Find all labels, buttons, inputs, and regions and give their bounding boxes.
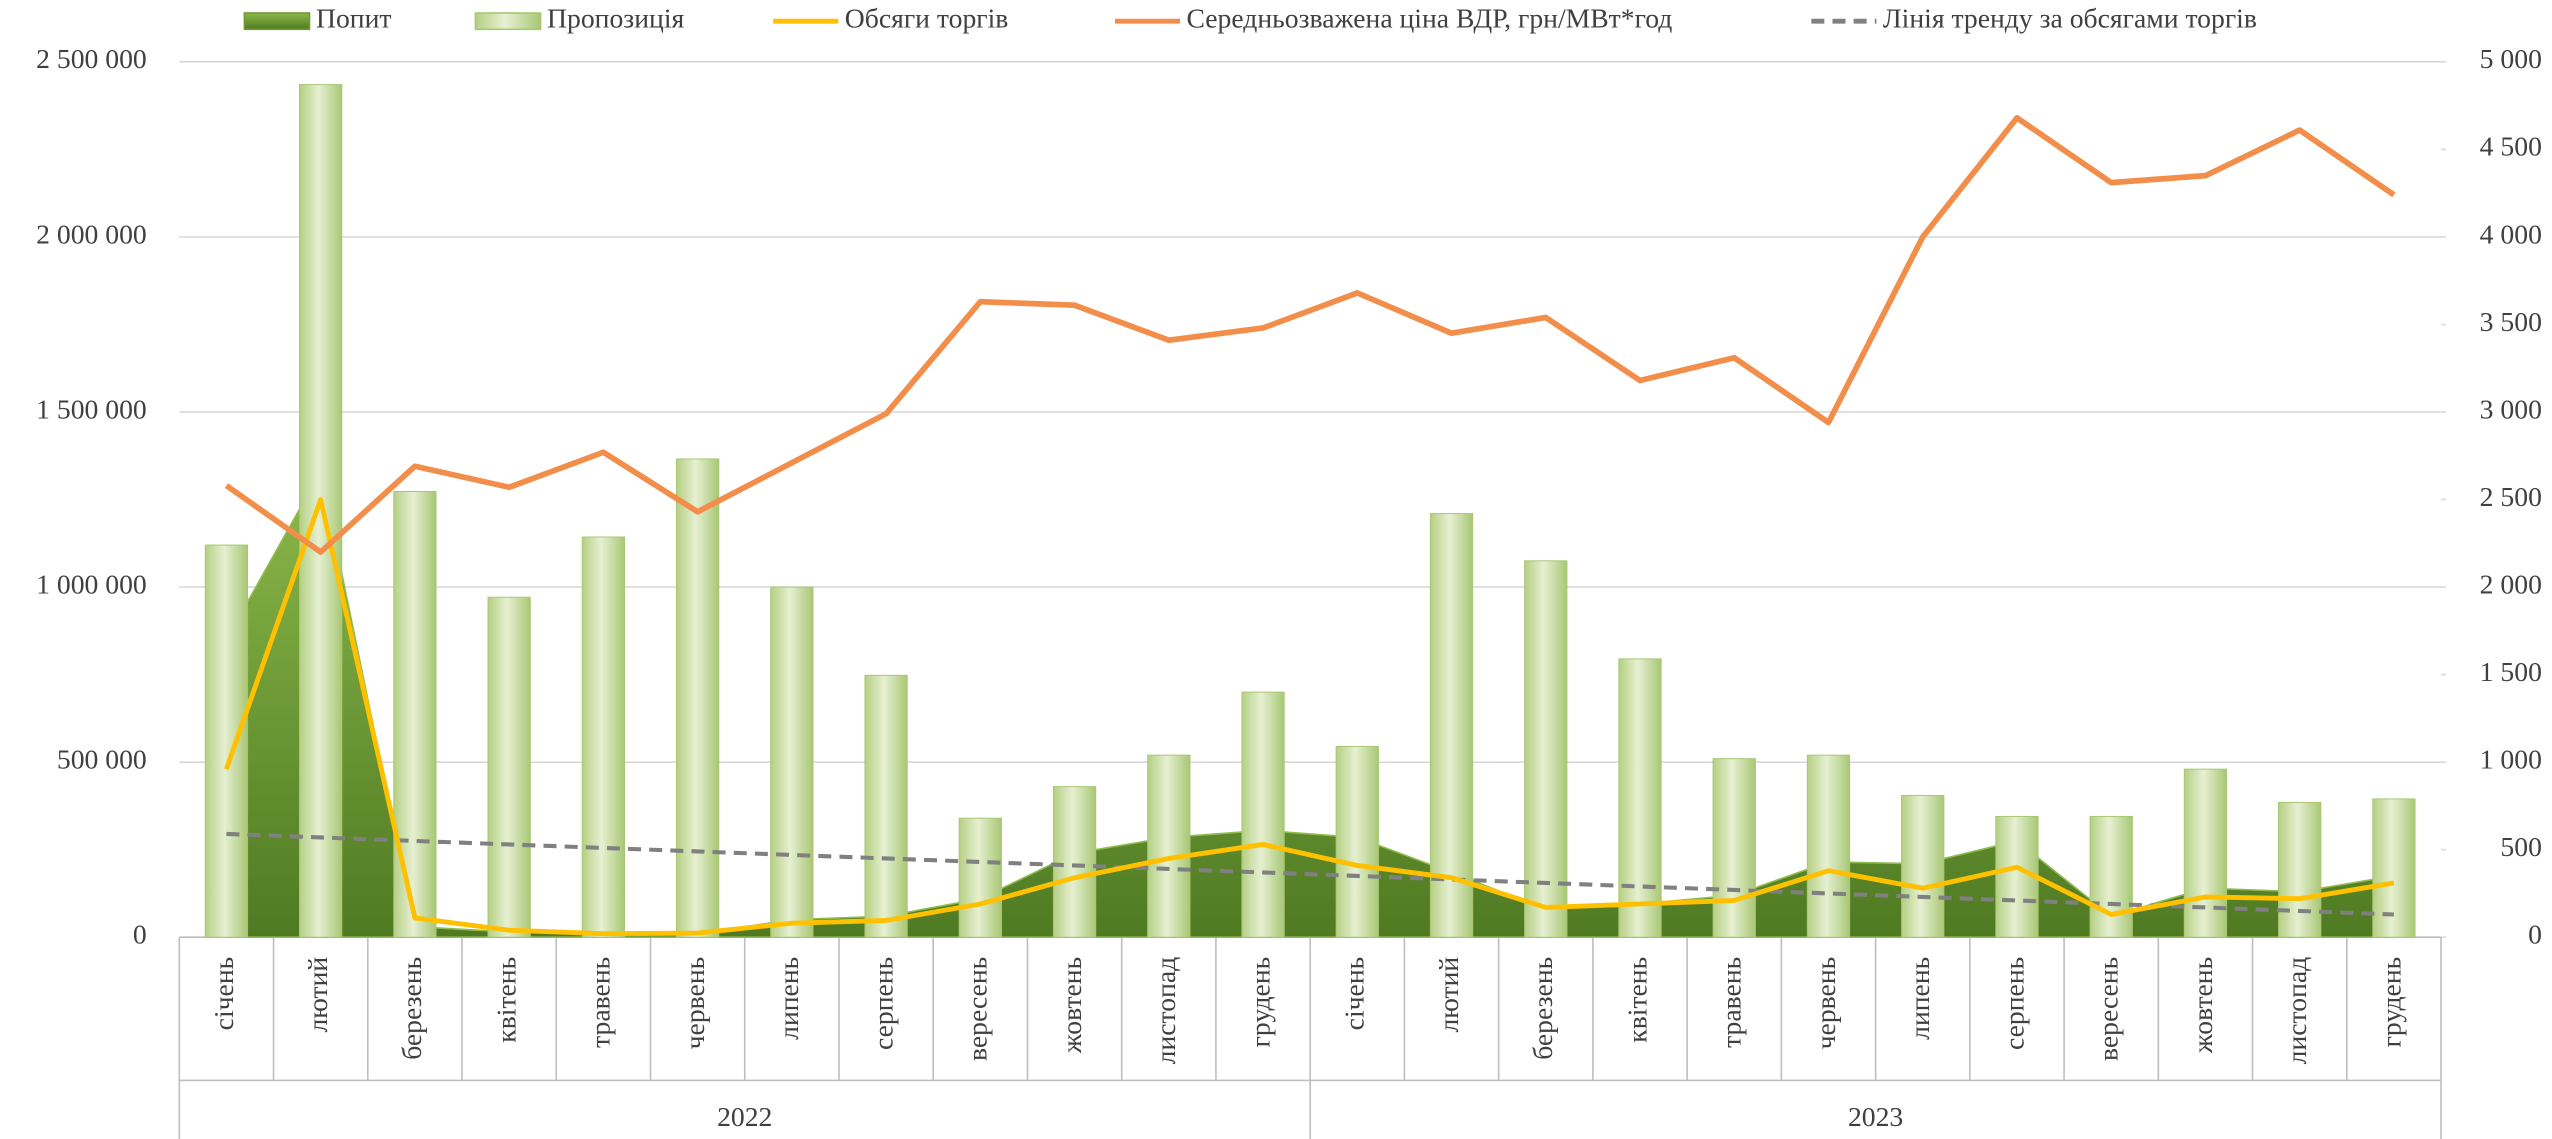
offer-bar (1806, 754, 1851, 938)
offer-bar (864, 674, 908, 938)
y2-tick-label: 1 000 (2480, 743, 2542, 774)
legend-label: Лінія тренду за обсягами торгів (1883, 2, 2257, 33)
y-tick-label: 2 500 000 (36, 43, 147, 74)
offer-bar (299, 84, 343, 938)
offer-bar (393, 490, 437, 938)
x-tick-label: лютий (302, 957, 333, 1033)
offer-bar (1524, 560, 1568, 938)
x-tick-label: квітень (490, 957, 521, 1043)
offer-bar (770, 586, 814, 938)
offer-bar (1429, 513, 1474, 938)
x-tick-label: липень (773, 957, 804, 1040)
y2-tick-label: 3 000 (2480, 393, 2542, 424)
offer-bar (1712, 758, 1756, 938)
x-tick-label: серпень (1998, 957, 2029, 1050)
offer-bar (2089, 815, 2133, 938)
offer-bar (2183, 768, 2228, 938)
offer-bar (1052, 786, 1097, 938)
y-tick-label: 0 (133, 919, 147, 950)
x-tick-label: березень (396, 957, 427, 1060)
y2-tick-label: 500 (2500, 831, 2541, 862)
legend-label: Обсяги торгів (845, 2, 1009, 33)
trend-line (226, 831, 2394, 917)
legend-label: Попит (316, 2, 392, 33)
x-tick-label: січень (208, 957, 239, 1031)
x-tick-label: листопад (2281, 957, 2312, 1065)
legend-label: Пропозиція (547, 2, 684, 33)
offer-bar (675, 458, 720, 938)
x-tick-label: грудень (1244, 957, 1275, 1048)
x-tick-label: жовтень (1056, 957, 1087, 1054)
x-tick-label: грудень (2375, 957, 2406, 1048)
offer-bar (1241, 691, 1285, 938)
x-tick-label: вересень (2093, 957, 2124, 1061)
y2-tick-label: 2 000 (2480, 568, 2542, 599)
offer-bar (1147, 754, 1191, 938)
legend-swatch (474, 12, 542, 31)
y2-tick-label: 2 500 (2480, 481, 2542, 512)
x-tick-label: березень (1527, 957, 1558, 1060)
x-tick-label: червень (679, 957, 710, 1050)
x-tick-label: травень (1716, 957, 1747, 1048)
x-tick-label: травень (585, 957, 616, 1048)
y-tick-label: 500 000 (57, 743, 147, 774)
x-tick-label: жовтень (2187, 957, 2218, 1054)
x-tick-label: листопад (1150, 957, 1181, 1065)
y2-tick-label: 0 (2528, 919, 2542, 950)
offer-bar (1901, 794, 1945, 938)
x-tick-label: серпень (867, 957, 898, 1050)
offer-bar (581, 536, 626, 938)
y2-tick-label: 5 000 (2480, 43, 2542, 74)
x-tick-label: вересень (962, 957, 993, 1061)
offer-bar (487, 596, 531, 938)
y-tick-label: 2 000 000 (36, 218, 147, 249)
y2-tick-label: 4 000 (2480, 218, 2542, 249)
offer-bar (204, 544, 249, 938)
y2-tick-label: 3 500 (2480, 306, 2542, 337)
legend-swatch (243, 12, 311, 31)
year-label: 2023 (1848, 1101, 1903, 1132)
demand-area (225, 469, 2395, 939)
legend-label: Середньозважена ціна ВДР, грн/МВт*год (1187, 2, 1673, 33)
y-tick-label: 1 500 000 (36, 393, 147, 424)
offer-bar (1618, 658, 1662, 938)
offer-bar (1335, 745, 1379, 938)
y2-tick-label: 4 500 (2480, 131, 2542, 162)
y-tick-label: 1 000 000 (36, 568, 147, 599)
line (224, 115, 2396, 555)
year-label: 2022 (717, 1101, 772, 1132)
x-tick-label: квітень (1621, 957, 1652, 1043)
line (224, 497, 2395, 937)
y2-tick-label: 1 500 (2480, 656, 2542, 687)
offer-bar (2372, 798, 2416, 938)
x-tick-label: січень (1339, 957, 1370, 1031)
offer-bar (958, 817, 1002, 938)
x-tick-label: липень (1904, 957, 1935, 1040)
offer-bar (2278, 801, 2322, 938)
x-tick-label: лютий (1433, 957, 1464, 1033)
x-tick-label: червень (1810, 957, 1841, 1050)
